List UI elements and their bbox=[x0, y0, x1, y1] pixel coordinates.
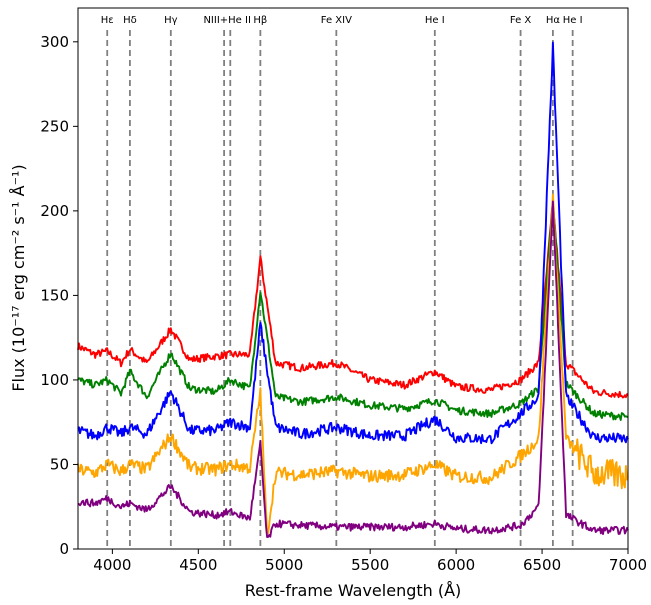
y-tick-label-2: 100 bbox=[40, 371, 69, 389]
x-tick-label-1: 4500 bbox=[179, 556, 217, 574]
y-tick-label-1: 50 bbox=[50, 455, 69, 473]
spectrum-series-4 bbox=[77, 200, 629, 538]
y-tick-label-5: 250 bbox=[40, 117, 69, 135]
line-label-3: NIII+He II bbox=[203, 15, 250, 26]
spectrum-series-2 bbox=[77, 41, 629, 445]
line-label-2: Hγ bbox=[164, 15, 178, 26]
spectra-series bbox=[77, 41, 629, 538]
line-label-6: He I bbox=[425, 15, 445, 26]
spectrum-series-0 bbox=[77, 200, 629, 399]
line-label-7: Fe X bbox=[510, 15, 532, 26]
plot-frame bbox=[77, 7, 629, 550]
x-tick-label-5: 6500 bbox=[523, 556, 561, 574]
line-label-0: Hε bbox=[101, 15, 114, 26]
line-label-8: Hα bbox=[546, 15, 561, 26]
x-axis-ticks: 4000 4500 5000 5500 6000 6500 7000 bbox=[93, 549, 647, 574]
line-label-9: He I bbox=[563, 15, 583, 26]
x-tick-label-2: 5000 bbox=[265, 556, 303, 574]
x-tick-label-6: 7000 bbox=[609, 556, 647, 574]
x-tick-label-3: 5500 bbox=[351, 556, 389, 574]
spectrum-series-3 bbox=[77, 193, 629, 535]
y-tick-label-0: 0 bbox=[59, 540, 69, 558]
x-axis-label: Rest-frame Wavelength (Å) bbox=[245, 581, 462, 600]
y-axis-ticks: 0 50 100 150 200 250 300 bbox=[40, 33, 78, 558]
x-tick-label-4: 6000 bbox=[437, 556, 475, 574]
x-tick-label-0: 4000 bbox=[93, 556, 131, 574]
y-axis-label: Flux (10⁻¹⁷ erg cm⁻² s⁻¹ Å⁻¹) bbox=[9, 164, 28, 391]
line-label-4: Hβ bbox=[253, 15, 267, 26]
spectrum-series-1 bbox=[77, 202, 629, 421]
y-tick-label-3: 150 bbox=[40, 286, 69, 304]
y-tick-label-6: 300 bbox=[40, 33, 69, 51]
spectral-line-labels: Hε Hδ Hγ NIII+He II Hβ Fe XIV He I Fe X Hα He I bbox=[101, 15, 583, 26]
line-label-5: Fe XIV bbox=[321, 15, 352, 26]
line-label-1: Hδ bbox=[123, 15, 137, 26]
y-tick-label-4: 200 bbox=[40, 202, 69, 220]
